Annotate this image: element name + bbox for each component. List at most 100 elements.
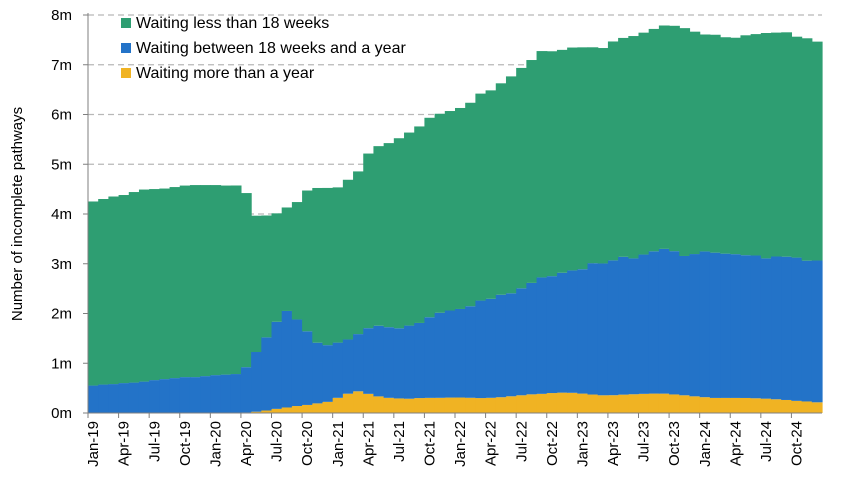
bar-segment — [404, 398, 415, 413]
bar-segment — [648, 28, 660, 252]
x-tick-label: Apr-19 — [116, 421, 133, 466]
bar-segment — [648, 393, 660, 413]
bar-segment — [607, 395, 619, 413]
x-tick-label: Jan-20 — [207, 421, 224, 467]
bar-segment — [526, 394, 538, 413]
bar-segment — [567, 47, 578, 271]
bar-segment — [210, 185, 222, 376]
x-tick-label: Jan-22 — [452, 421, 469, 467]
bar-segment — [709, 34, 721, 253]
bar-segment — [720, 253, 731, 398]
bar-segment — [689, 31, 701, 255]
bar-segment — [750, 398, 762, 413]
bar-segment — [771, 32, 782, 257]
bar-segment — [128, 192, 140, 383]
bar-segment — [750, 34, 762, 256]
bar-segment — [261, 215, 273, 338]
bar-segment — [556, 49, 568, 273]
bar-segment — [373, 146, 385, 326]
bar-segment — [108, 384, 120, 413]
bar-segment — [230, 185, 242, 375]
bar-segment — [597, 48, 609, 264]
bar-segment — [801, 401, 813, 413]
bar-segment — [393, 138, 405, 329]
legend-swatch — [121, 68, 131, 78]
bar-segment — [658, 248, 670, 394]
bar-segment — [322, 345, 334, 402]
bar-segment — [251, 411, 262, 413]
bar-segment — [169, 378, 181, 413]
bar-segment — [546, 276, 558, 394]
bar-segment — [679, 28, 691, 256]
bar-segment — [159, 188, 171, 380]
legend-label: Waiting between 18 weeks and a year — [136, 40, 406, 57]
bar-segment — [149, 189, 160, 381]
bar-segment — [740, 397, 752, 413]
bar-segment — [353, 391, 364, 413]
bar-segment — [281, 407, 293, 413]
bar-segment — [251, 352, 262, 412]
bar-segment — [159, 379, 171, 413]
x-tick-label: Jan-21 — [330, 421, 347, 467]
bar-segment — [434, 113, 446, 313]
legend: Waiting less than 18 weeks Waiting betwee… — [121, 15, 406, 82]
bar-segment — [404, 132, 415, 326]
bar-segment — [546, 51, 558, 277]
x-tick-label: Oct-24 — [789, 421, 806, 466]
bar-segment — [556, 392, 568, 413]
x-tick-label: Jul-22 — [513, 421, 530, 462]
bar-segment — [332, 187, 344, 343]
bar-segment — [689, 254, 701, 397]
bar-segment — [200, 185, 211, 377]
x-tick-label: Jan-23 — [574, 421, 591, 467]
bar-segment — [220, 374, 232, 413]
bar-segment — [455, 308, 466, 398]
bar-segment — [781, 399, 793, 413]
bar-segment — [189, 185, 201, 378]
bar-segment — [261, 410, 273, 413]
bar-segment — [363, 153, 375, 329]
bar-segment — [444, 310, 456, 398]
bar-segment — [108, 196, 120, 385]
bar-segment — [577, 393, 589, 413]
bar-segment — [801, 260, 813, 402]
bar-segment — [760, 33, 772, 259]
x-tick-label: Oct-23 — [666, 421, 683, 466]
bar-segment — [332, 342, 344, 398]
bar-segment — [720, 397, 731, 413]
bar-segment — [495, 294, 507, 398]
bar-segment — [658, 393, 670, 413]
bar-segment — [118, 383, 130, 413]
bar-segment — [791, 257, 803, 401]
bar-segment — [567, 392, 578, 413]
bar-segment — [363, 328, 375, 394]
bar-segment — [342, 179, 354, 340]
bar-segment — [189, 377, 201, 413]
bar-segment — [312, 403, 324, 413]
bar-segment — [424, 317, 436, 398]
y-tick-label: 1m — [51, 355, 72, 372]
bar-segment — [128, 382, 140, 413]
bar-segment — [618, 37, 629, 257]
bar-segment — [536, 277, 548, 394]
bar-segment — [414, 398, 426, 413]
bar-segment — [607, 260, 619, 396]
bar-segment — [505, 396, 517, 413]
bar-segment — [424, 117, 436, 318]
bar-segment — [526, 282, 538, 395]
y-tick-label: 0m — [51, 405, 72, 422]
bar-segment — [536, 393, 548, 413]
bar-segment — [88, 201, 99, 386]
bar-segment — [536, 51, 548, 278]
bar-segment — [291, 406, 303, 413]
bar-segment — [261, 337, 273, 411]
bar-segment — [312, 187, 324, 343]
bar-segment — [638, 393, 650, 413]
bar-segment — [271, 213, 283, 322]
x-axis-tick-labels: Jan-19 Apr-19 Jul-19 Oct-19 Jan-20 Apr-20 Jul-… — [85, 421, 805, 467]
x-tick-label: Apr-20 — [238, 421, 255, 466]
bar-segment — [638, 32, 650, 255]
bar-segment — [730, 254, 742, 398]
bar-segment — [465, 397, 476, 413]
